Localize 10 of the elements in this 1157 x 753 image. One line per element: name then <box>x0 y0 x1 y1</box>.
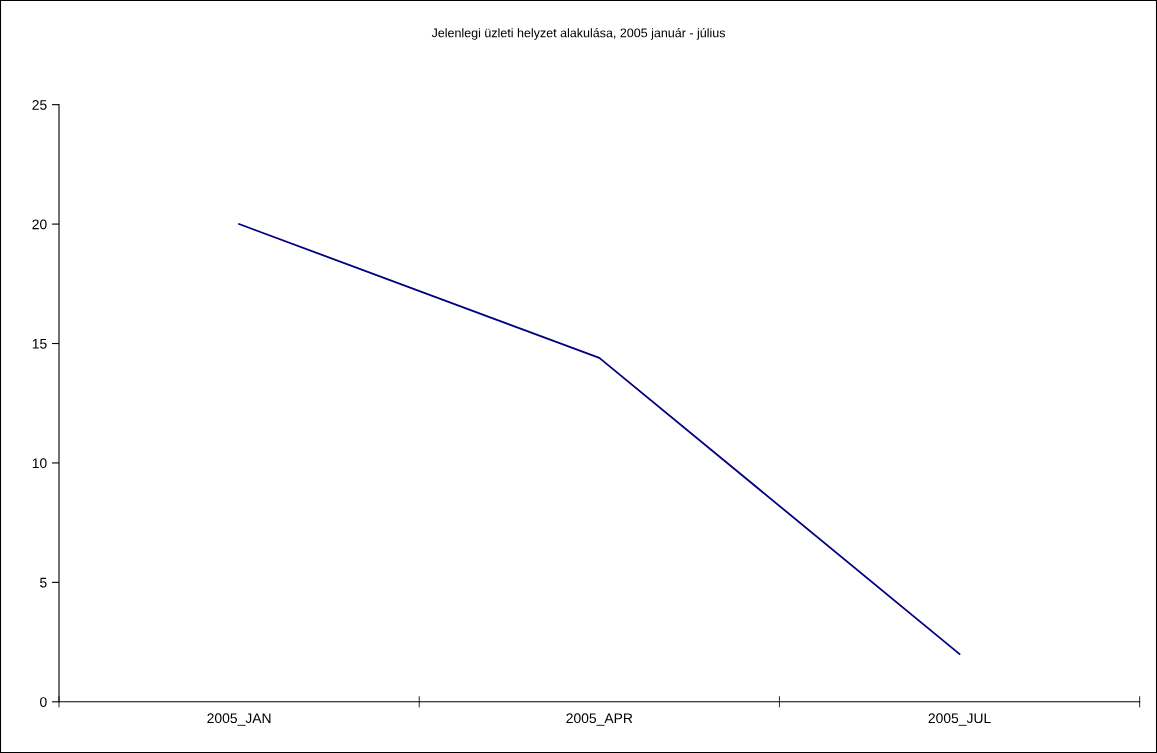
y-tick-label: 10 <box>32 458 47 469</box>
x-tick-label: 2005_APR <box>566 713 633 726</box>
y-tick-label: 25 <box>32 100 47 110</box>
x-tick-label: 2005_JUL <box>928 713 991 726</box>
y-tick-label: 0 <box>40 697 47 707</box>
y-tick-label: 5 <box>40 577 47 588</box>
y-tick-label: 15 <box>32 339 47 349</box>
x-tick-label: 2005_JAN <box>207 713 271 726</box>
chart-title: Jelenlegi üzleti helyzet alakulása, 2005 január - július <box>431 27 726 40</box>
y-tick-label: 20 <box>32 219 47 230</box>
